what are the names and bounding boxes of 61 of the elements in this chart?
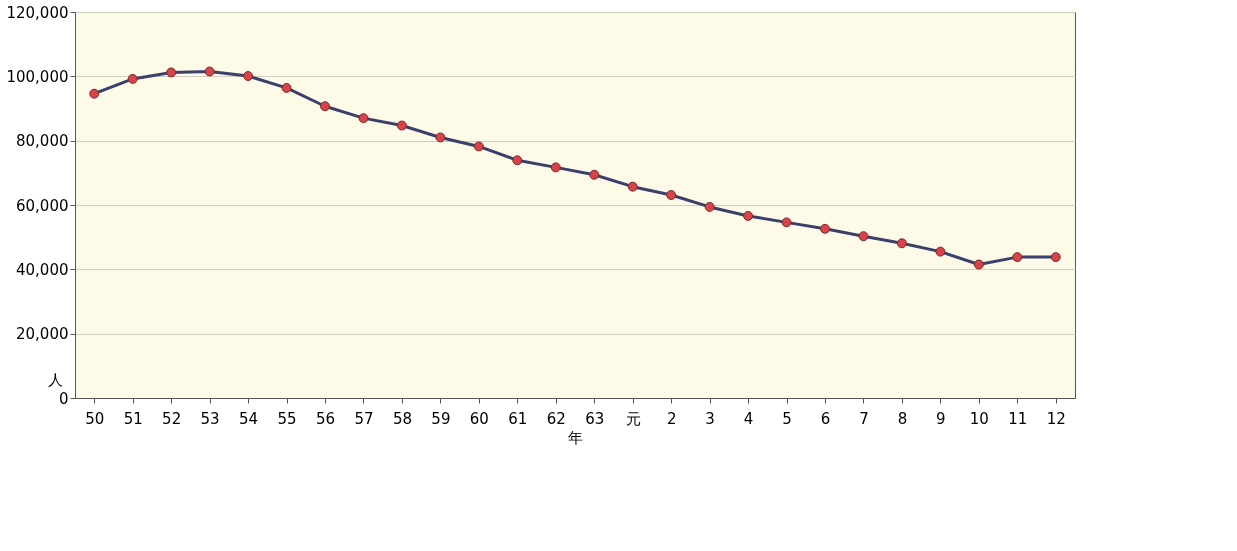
- x-tick-label: 60: [469, 409, 489, 428]
- x-tick-label: 51: [123, 409, 143, 428]
- y-tick-label: 60,000: [16, 196, 69, 215]
- point: [281, 82, 292, 93]
- point: [627, 181, 638, 192]
- point: [1050, 252, 1061, 263]
- point: [243, 71, 254, 81]
- x-tick-label: 54: [239, 409, 259, 428]
- x-tick-label: 3: [705, 409, 715, 428]
- y-tick-label: 100,000: [6, 67, 69, 86]
- point: [396, 120, 407, 131]
- y-axis-title: 人: [48, 370, 63, 389]
- point: [166, 67, 177, 78]
- x-tick-label: 63: [585, 409, 605, 428]
- x-tick-label: 59: [431, 409, 451, 428]
- x-tick-label: 5: [782, 409, 792, 428]
- point: [89, 88, 100, 99]
- y-tick-label: 20,000: [16, 325, 69, 344]
- x-tick-label: 4: [743, 409, 754, 428]
- x-tick-label: 9: [936, 409, 946, 428]
- x-tick-label: 62: [546, 409, 566, 428]
- y-tick-label: 120,000: [6, 3, 69, 22]
- x-tick-label: 11: [1008, 409, 1028, 428]
- x-tick-label: 10: [969, 409, 989, 428]
- y-tick-label: 80,000: [16, 132, 69, 151]
- point: [896, 238, 907, 249]
- y-tick-label: 40,000: [16, 260, 69, 279]
- point: [320, 101, 330, 112]
- x-tick-label: 7: [859, 409, 869, 428]
- point: [550, 162, 561, 173]
- x-tick-label: 50: [85, 409, 105, 428]
- x-tick-label: 55: [277, 409, 297, 428]
- point: [435, 132, 446, 143]
- point: [743, 210, 754, 221]
- x-tick-label: 元: [625, 409, 641, 428]
- x-tick-label: 61: [508, 409, 528, 428]
- x-tick-label: 56: [315, 409, 336, 428]
- x-tick-label: 12: [1046, 409, 1066, 428]
- x-tick-label: 2: [666, 409, 677, 428]
- point: [589, 169, 600, 180]
- point: [1012, 252, 1023, 263]
- point: [666, 190, 677, 200]
- point: [127, 73, 138, 84]
- y-tick-label: 0: [58, 389, 69, 408]
- x-tick-label: 52: [162, 409, 182, 428]
- point: [512, 155, 523, 166]
- point: [973, 259, 984, 270]
- x-axis-title: 年: [568, 428, 583, 447]
- point: [204, 66, 215, 77]
- point: [704, 201, 715, 212]
- x-tick-label: 6: [820, 409, 831, 428]
- x-tick-label: 58: [392, 409, 412, 428]
- point: [935, 246, 946, 257]
- point: [781, 217, 792, 228]
- point: [858, 231, 869, 242]
- x-tick-label: 57: [354, 409, 374, 428]
- x-tick-label: 8: [897, 409, 908, 428]
- x-tick-label: 53: [200, 409, 220, 428]
- point: [820, 223, 830, 234]
- point: [473, 141, 484, 152]
- point: [358, 113, 369, 124]
